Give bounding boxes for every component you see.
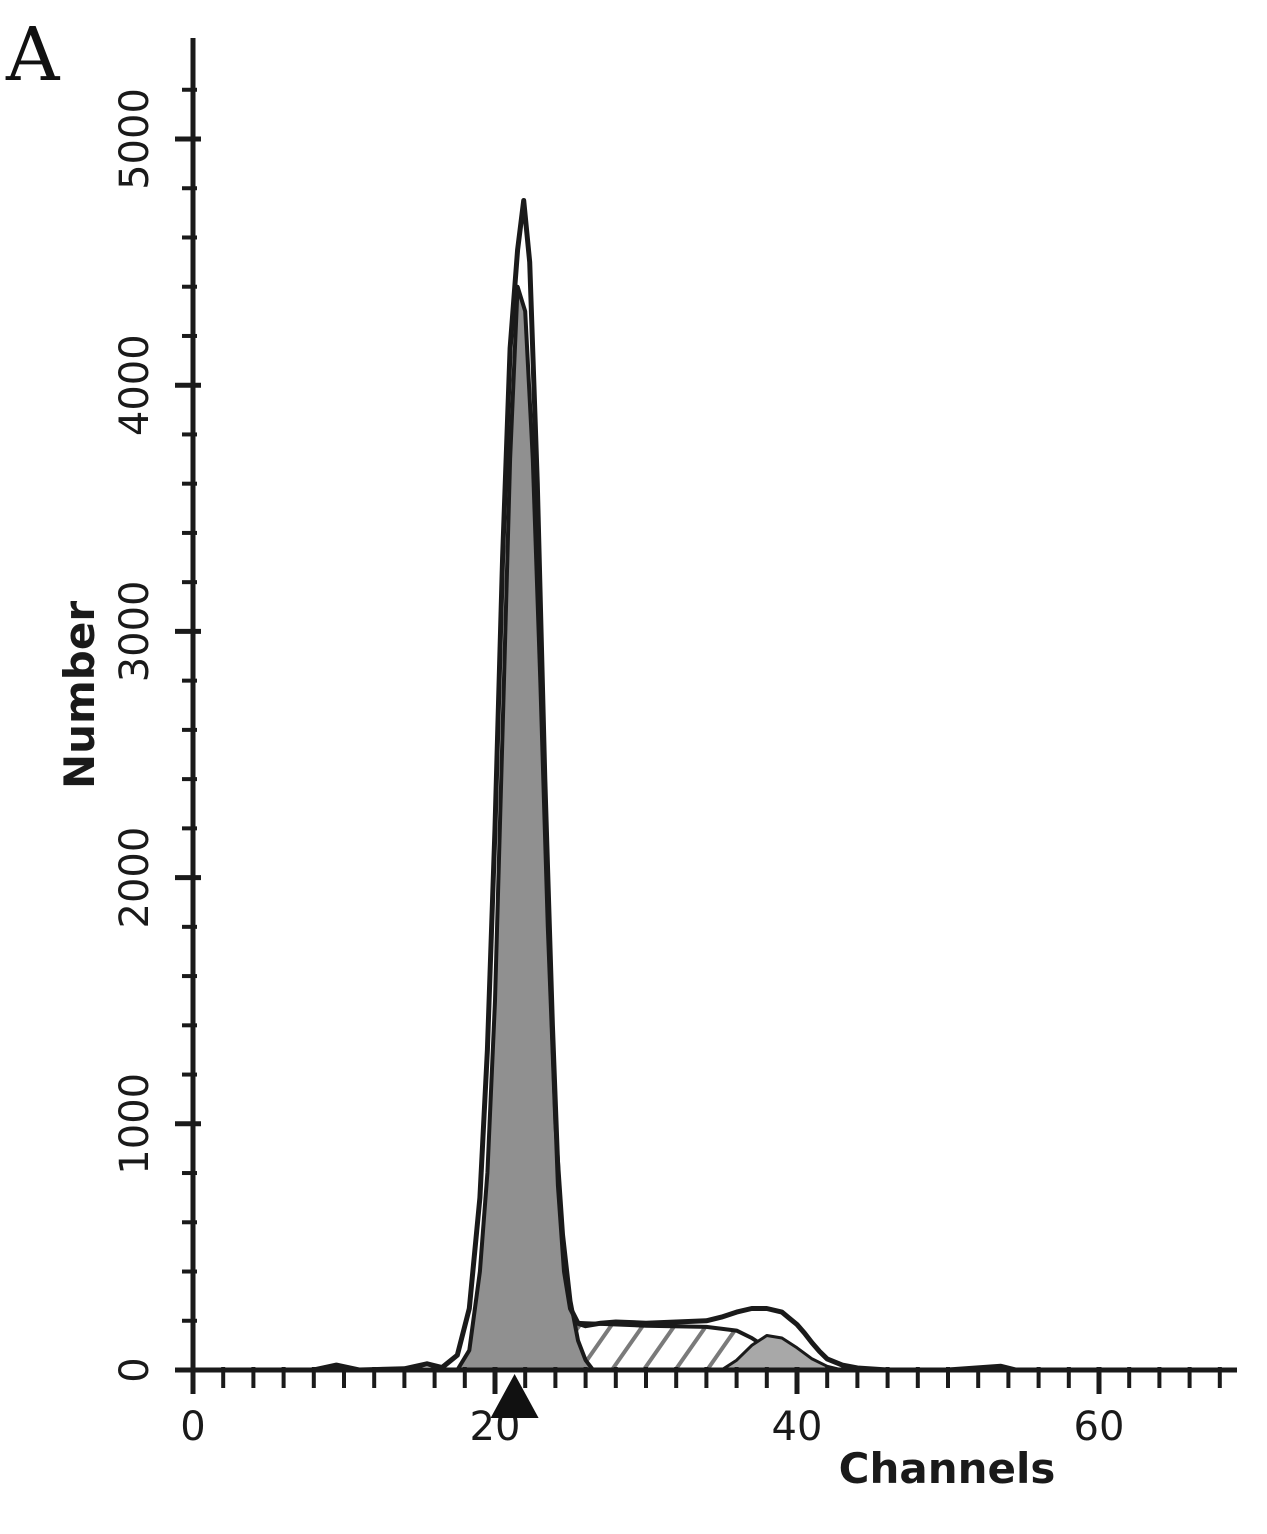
x-tick-label: 60	[1074, 1404, 1125, 1450]
y-tick-label: 3000	[112, 581, 158, 683]
y-axis-title: Number	[55, 601, 104, 789]
y-axis-ticks: 0 1000 2000 3000 4000 5000	[112, 87, 201, 1383]
y-tick-label: 4000	[112, 334, 158, 436]
y-tick-label: 2000	[112, 827, 158, 929]
series-g1-area	[455, 284, 596, 1372]
data-marks	[193, 198, 1220, 1373]
y-tick-label: 5000	[112, 88, 158, 190]
series-total-outline	[193, 198, 1220, 1373]
y-tick-label: 1000	[112, 1073, 158, 1175]
g1-peak-marker	[490, 1374, 539, 1418]
y-tick-label: 0	[112, 1357, 158, 1382]
x-axis-title: Channels	[839, 1444, 1056, 1493]
panel-label: A	[5, 12, 61, 98]
x-tick-label: 40	[772, 1404, 823, 1450]
x-axis-ticks: 0 20 40 60	[180, 1367, 1222, 1450]
x-tick-label: 0	[180, 1404, 205, 1450]
